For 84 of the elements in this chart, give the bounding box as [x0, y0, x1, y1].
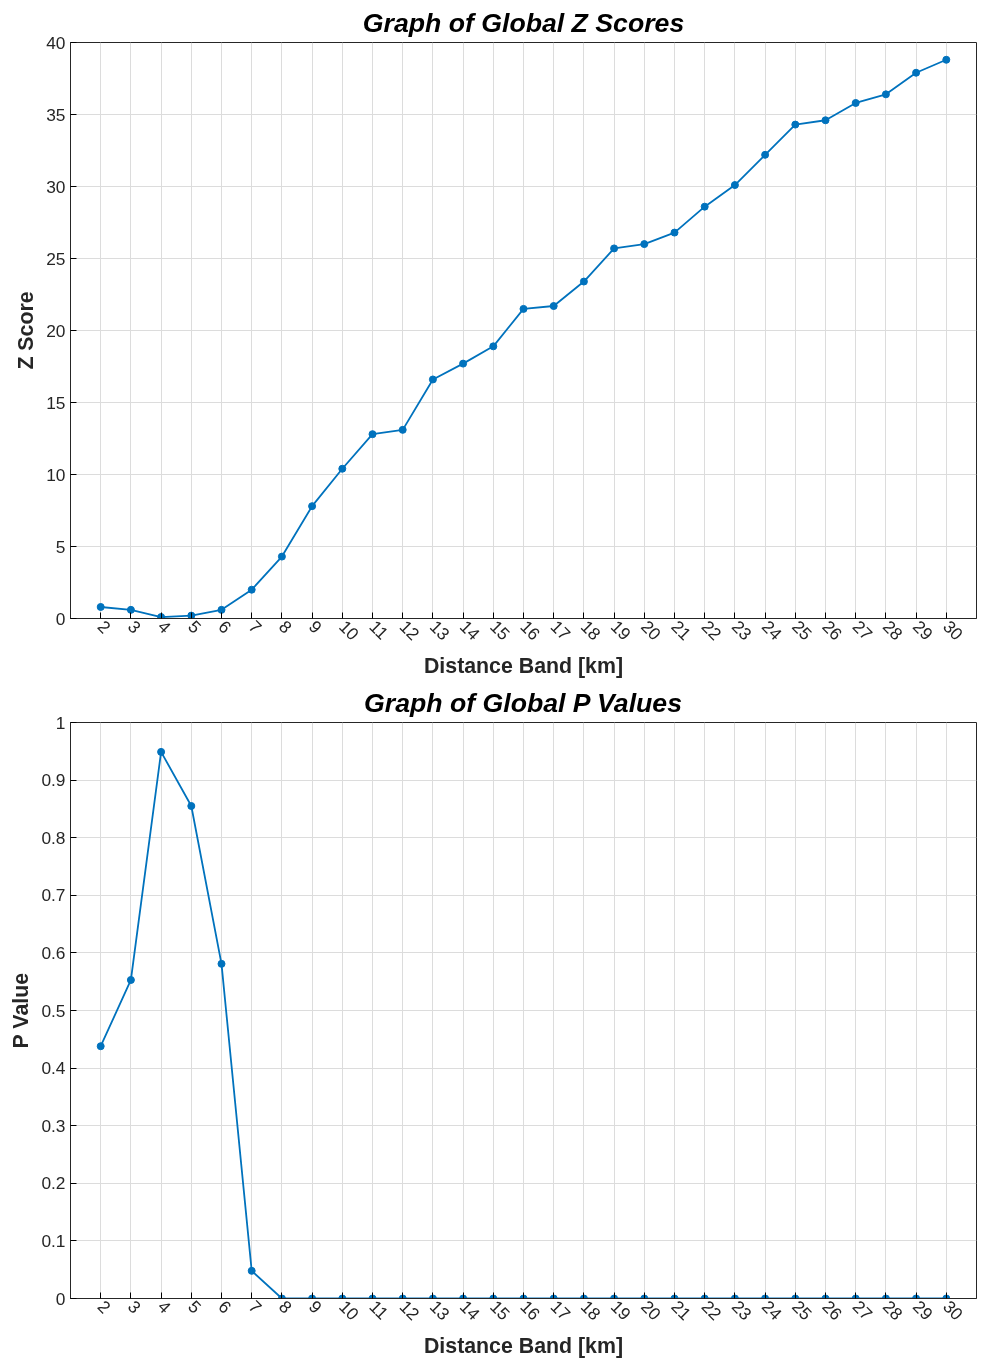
x-tick-label: 27: [848, 616, 877, 645]
x-tick-label: 14: [456, 1296, 485, 1325]
x-tick-label: 30: [939, 616, 968, 645]
x-tick-label: 18: [576, 1296, 605, 1325]
y-tick-label: 0: [55, 1288, 66, 1309]
x-tick-label: 13: [425, 616, 454, 645]
y-tick-label: 0.9: [41, 770, 66, 791]
y-tick-label: 0.2: [41, 1173, 66, 1194]
chart-title: Graph of Global P Values: [364, 687, 682, 718]
y-tick-label: 35: [46, 104, 66, 125]
x-tick-label: 12: [395, 1296, 424, 1325]
x-tick-label: 26: [818, 1296, 847, 1325]
x-tick-label: 24: [758, 1296, 787, 1325]
y-tick-label: 15: [46, 392, 66, 413]
y-axis-title: P Value: [9, 972, 34, 1049]
y-tick-label: 0.4: [41, 1058, 66, 1079]
y-tick-label: 5: [55, 536, 66, 557]
y-tick-label: 40: [46, 32, 66, 53]
y-tick-label: 0.1: [41, 1230, 66, 1251]
y-tick-label: 0.5: [41, 1000, 66, 1021]
y-tick-label: 0.8: [41, 827, 66, 848]
x-tick-label: 5: [184, 1296, 206, 1318]
x-tick-label: 17: [546, 1296, 575, 1325]
x-tick-label: 7: [244, 616, 266, 638]
x-tick-label: 8: [274, 616, 296, 638]
y-tick-label: 30: [46, 176, 66, 197]
x-tick-label: 23: [727, 616, 756, 645]
x-tick-label: 15: [486, 1296, 515, 1325]
x-tick-label: 7: [244, 1296, 266, 1318]
x-tick-label: 19: [607, 1296, 635, 1325]
y-tick-label: 0: [55, 608, 66, 629]
x-tick-label: 10: [335, 1296, 364, 1325]
x-tick-label: 17: [546, 616, 575, 645]
x-tick-label: 15: [486, 616, 515, 645]
x-tick-label: 8: [274, 1296, 296, 1318]
x-tick-label: 29: [909, 616, 937, 645]
x-tick-label: 20: [637, 1296, 666, 1325]
x-tick-label: 2: [93, 1296, 115, 1318]
x-tick-label: 28: [878, 1296, 907, 1325]
y-tick-label: 1: [55, 712, 66, 733]
x-tick-label: 11: [365, 616, 393, 644]
x-tick-label: 4: [154, 616, 176, 638]
y-tick-label: 20: [46, 320, 66, 341]
x-tick-label: 20: [637, 616, 666, 645]
x-tick-label: 18: [576, 616, 605, 645]
x-tick-label: 9: [305, 1296, 326, 1318]
x-tick-label: 22: [697, 616, 726, 645]
y-axis-title: Z Score: [14, 291, 39, 370]
x-tick-label: 21: [667, 616, 696, 645]
x-tick-label: 21: [667, 1296, 696, 1325]
x-tick-label: 14: [456, 616, 485, 645]
x-tick-label: 19: [607, 616, 635, 645]
x-tick-label: 6: [214, 1296, 236, 1318]
y-tick-label: 10: [46, 464, 66, 485]
x-tick-label: 30: [939, 1296, 968, 1325]
x-tick-label: 10: [335, 616, 364, 645]
x-tick-label: 12: [395, 616, 424, 645]
x-tick-label: 22: [697, 1296, 726, 1325]
x-tick-label: 13: [425, 1296, 454, 1325]
x-tick-label: 29: [909, 1296, 937, 1325]
x-tick-label: 25: [788, 1296, 817, 1325]
x-axis-title: Distance Band [km]: [423, 653, 624, 678]
x-tick-label: 23: [727, 1296, 756, 1325]
x-tick-label: 24: [758, 616, 787, 645]
chart-title: Graph of Global Z Scores: [362, 7, 685, 38]
x-tick-label: 27: [848, 1296, 877, 1325]
x-axis-title: Distance Band [km]: [423, 1333, 624, 1358]
x-tick-label: 5: [184, 616, 206, 638]
y-tick-label: 0.6: [41, 942, 66, 963]
x-tick-label: 26: [818, 616, 847, 645]
y-tick-label: 25: [46, 248, 66, 269]
x-tick-label: 11: [365, 1296, 393, 1324]
x-tick-label: 4: [154, 1296, 176, 1318]
x-tick-label: 3: [123, 616, 145, 638]
x-tick-label: 16: [516, 1296, 545, 1325]
x-tick-label: 9: [305, 616, 326, 638]
x-tick-label: 2: [93, 616, 115, 638]
x-tick-label: 25: [788, 616, 817, 645]
x-tick-label: 6: [214, 616, 236, 638]
y-tick-label: 0.7: [41, 885, 66, 906]
x-tick-label: 3: [123, 1296, 145, 1318]
x-tick-label: 16: [516, 616, 545, 645]
y-tick-label: 0.3: [41, 1115, 66, 1136]
x-tick-label: 28: [878, 616, 907, 645]
